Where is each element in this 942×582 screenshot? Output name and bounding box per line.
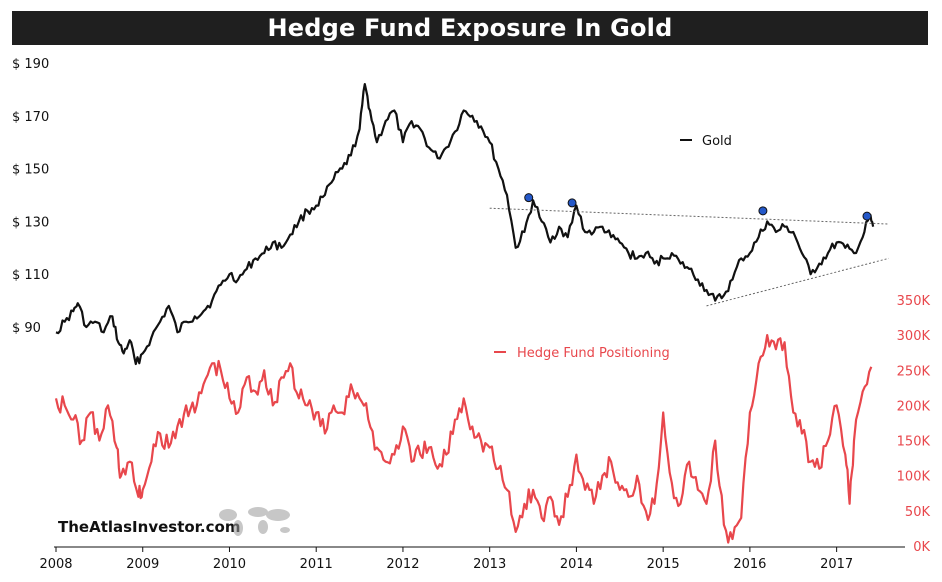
chart-title: Hedge Fund Exposure In Gold [267,14,673,42]
title-bar: Hedge Fund Exposure In Gold [12,11,928,45]
watermark-text: TheAtlasInvestor.com [58,518,240,536]
right-tick-label: 150K [897,435,931,450]
hedge-fund-series-line [54,334,873,544]
resistance-trendline [489,207,889,225]
left-tick-label: $ 110 [12,268,49,283]
world-map-icon [219,507,290,536]
x-axis: 2008 2009 2010 2011 2012 2013 2014 2015 2016 2017 [39,547,853,572]
right-tick-label: 250K [897,364,931,379]
legend-hedge-fund: Hedge Fund Positioning [494,346,670,361]
x-tick-label: 2016 [733,557,766,572]
gold-series-line [55,83,875,366]
left-axis: $ 190 $ 170 $ 150 $ 130 $ 110 $ 90 [12,57,49,336]
x-tick-label: 2013 [473,557,506,572]
x-tick-label: 2012 [386,557,419,572]
legend-gold: Gold [680,134,732,149]
left-tick-label: $ 190 [12,57,49,72]
right-tick-label: 200K [897,399,931,414]
support-trendline [706,257,889,307]
legend-gold-label: Gold [702,134,732,149]
highlight-point [862,211,872,221]
left-tick-label: $ 150 [12,163,49,178]
left-tick-label: $ 130 [12,215,49,230]
watermark: TheAtlasInvestor.com [58,507,290,536]
highlight-point [758,206,768,216]
right-tick-label: 100K [897,470,931,485]
highlight-point [567,198,577,208]
left-tick-label: $ 170 [12,110,49,125]
right-axis: 350K 300K 250K 200K 150K 100K 50K 0K [897,294,931,555]
highlight-points [524,193,872,221]
x-tick-label: 2010 [213,557,246,572]
right-tick-label: 50K [905,505,931,520]
x-tick-label: 2008 [39,557,72,572]
x-tick-label: 2009 [126,557,159,572]
right-tick-label: 300K [897,329,931,344]
highlight-point [524,193,534,203]
right-tick-label: 350K [897,294,931,309]
right-tick-label: 0K [913,540,930,555]
x-tick-label: 2011 [300,557,333,572]
x-tick-label: 2017 [820,557,853,572]
legend-hedge-fund-label: Hedge Fund Positioning [517,346,670,361]
left-tick-label: $ 90 [12,321,41,336]
x-tick-label: 2015 [647,557,680,572]
x-tick-label: 2014 [560,557,593,572]
